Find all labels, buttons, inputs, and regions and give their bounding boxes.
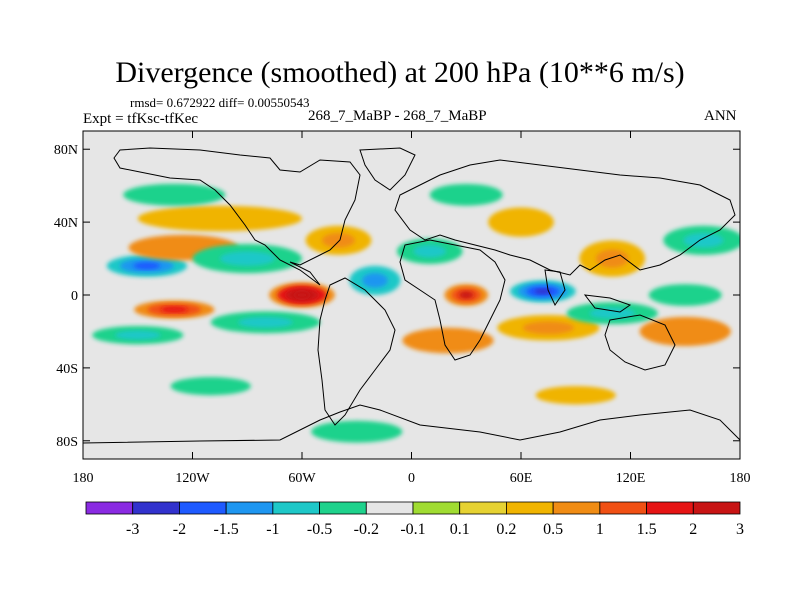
field-contour <box>114 330 161 340</box>
lon-tick-label: 0 <box>408 471 415 486</box>
colorbar-label: 1 <box>596 521 604 538</box>
field-contour <box>595 249 629 268</box>
colorbar-label: -3 <box>126 521 139 538</box>
lon-tick-label: 120W <box>175 471 210 486</box>
field-contour <box>683 233 724 248</box>
lon-tick-label: 60E <box>510 471 533 486</box>
colorbar-swatch <box>85 501 134 515</box>
colorbar-label: -1.5 <box>213 521 238 538</box>
colorbar-swatch <box>646 501 694 515</box>
field-contour <box>219 251 275 266</box>
lon-tick-label: 180 <box>730 471 751 486</box>
colorbar-label: -0.5 <box>307 521 332 538</box>
colorbar-swatch <box>132 501 180 515</box>
field-contour <box>534 288 552 295</box>
season-label: ANN <box>704 108 737 124</box>
colorbar-swatch <box>552 501 601 515</box>
antarctica-outline <box>83 404 740 444</box>
field-contour <box>429 183 503 206</box>
lat-tick-label: 80S <box>56 435 78 450</box>
colorbar-label: 3 <box>736 521 744 538</box>
field-contour <box>133 262 161 270</box>
lat-tick-label: 0 <box>71 289 78 304</box>
maritime-continent-outline <box>583 294 632 313</box>
longitude-axis: 180 120W 60W 0 60E 120E 180 <box>73 131 751 486</box>
field-contour <box>238 316 293 328</box>
field-contour <box>458 291 474 299</box>
field-contour <box>137 205 302 232</box>
field-contour <box>322 233 355 248</box>
lon-tick-label: 120E <box>616 471 646 486</box>
field-contour <box>293 291 311 299</box>
field-contour <box>311 420 403 443</box>
field-contour <box>362 273 388 288</box>
colorbar-swatch <box>365 501 414 515</box>
india-outline <box>544 269 566 307</box>
colorbar-label: 1.5 <box>637 521 657 538</box>
field-contour <box>639 316 731 347</box>
colorbar-swatch <box>459 501 507 515</box>
field-contour <box>402 327 494 354</box>
lat-tick-label: 40S <box>56 362 78 377</box>
south-america-outline <box>317 277 396 426</box>
field-contour <box>123 183 226 206</box>
colorbar-label: 0.2 <box>496 521 516 538</box>
africa-outline <box>399 239 506 361</box>
colorbar-label: 0.1 <box>450 521 470 538</box>
colorbar-label: 0.5 <box>543 521 563 538</box>
australia-outline <box>604 314 676 371</box>
colorbar-swatch <box>225 501 274 515</box>
eurasia-outline <box>394 159 736 276</box>
plot-title: Divergence (smoothed) at 200 hPa (10**6 … <box>115 56 685 89</box>
lat-tick-label: 40N <box>54 216 78 231</box>
field-contour <box>535 386 616 405</box>
latitude-axis: 80N 40N 0 40S 80S <box>54 143 740 450</box>
colorbar-swatch <box>179 501 227 515</box>
colorbar-label: -1 <box>266 521 279 538</box>
divergence-field <box>92 183 740 443</box>
colorbar-label: -0.2 <box>354 521 379 538</box>
colorbar-label: -2 <box>173 521 186 538</box>
field-contour <box>170 377 251 396</box>
field-contour <box>589 307 636 319</box>
colorbar-label: 2 <box>689 521 697 538</box>
experiment-label: Expt = tfKsc-tfKec <box>83 111 199 127</box>
north-america-outline <box>113 147 361 286</box>
lon-tick-label: 180 <box>73 471 94 486</box>
field-contour <box>160 306 188 313</box>
lat-tick-label: 80N <box>54 143 78 158</box>
colorbar-swatch <box>319 501 367 515</box>
stats-text: rmsd= 0.672922 diff= 0.00550543 <box>130 95 310 110</box>
colorbar-swatch <box>412 501 461 515</box>
colorbar: -3 -2 -1.5 -1 -0.5 -0.2 -0.1 0.1 0.2 0.5 1 1.5 2 3 <box>85 501 744 538</box>
field-contour <box>648 284 722 306</box>
field-contour <box>522 321 574 335</box>
coastlines <box>83 147 740 444</box>
colorbar-swatch <box>506 501 554 515</box>
cases-label: 268_7_MaBP - 268_7_MaBP <box>308 108 487 124</box>
colorbar-swatch <box>599 501 647 515</box>
greenland-outline <box>359 147 416 191</box>
colorbar-swatch <box>272 501 320 515</box>
colorbar-swatch <box>692 501 741 515</box>
colorbar-label: -0.1 <box>400 521 425 538</box>
field-contour <box>413 244 447 258</box>
lon-tick-label: 60W <box>288 471 316 486</box>
field-contour <box>488 207 554 237</box>
map-background <box>83 131 740 459</box>
